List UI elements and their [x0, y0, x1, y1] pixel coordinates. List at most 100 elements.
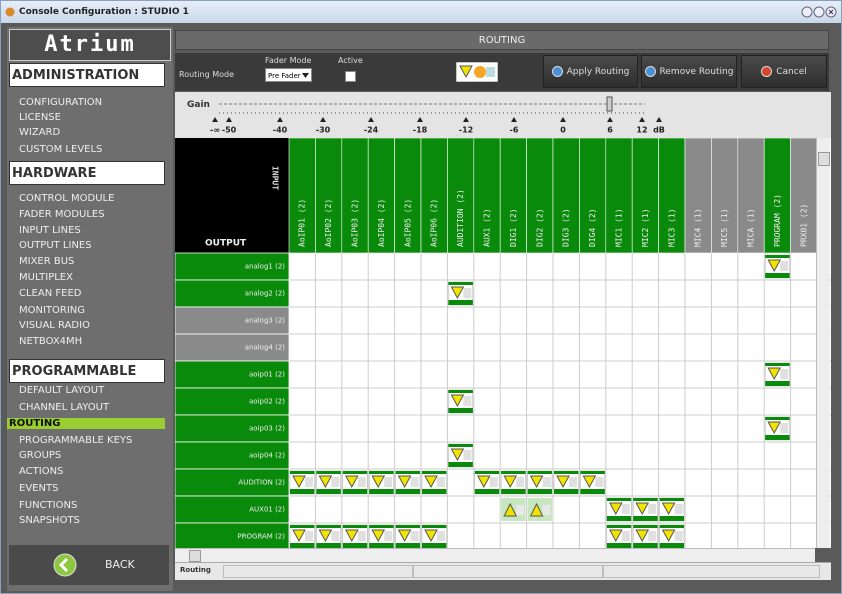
nav-item[interactable]: MONITORING	[19, 305, 86, 316]
toolbar-button[interactable]: Apply Routing	[543, 55, 638, 88]
nav-item[interactable]: NETBOX4MH	[19, 336, 83, 347]
column-header[interactable]	[473, 138, 501, 254]
cell-bar	[290, 543, 315, 548]
route-cell[interactable]	[527, 470, 553, 495]
route-block	[569, 477, 577, 487]
nav-item[interactable]: VISUAL RADIO	[19, 320, 90, 331]
route-cell[interactable]	[289, 524, 315, 548]
row-header[interactable]	[175, 333, 290, 362]
nav-item[interactable]: EVENTS	[19, 483, 59, 494]
fader-mode-dropdown[interactable]: Pre Fader	[265, 68, 312, 82]
route-cell[interactable]	[500, 470, 526, 495]
nav-item[interactable]: CHANNEL LAYOUT	[19, 402, 110, 413]
route-block	[384, 531, 393, 541]
row-header[interactable]	[175, 306, 290, 335]
route-cell[interactable]	[553, 470, 579, 495]
nav-item[interactable]: CONFIGURATION	[19, 97, 103, 108]
toolbar-button[interactable]: Remove Routing	[641, 55, 737, 88]
row-header[interactable]	[175, 495, 290, 524]
route-cell[interactable]	[580, 470, 606, 495]
route-cell[interactable]	[448, 389, 474, 414]
nav-item[interactable]: DEFAULT LAYOUT	[19, 385, 105, 396]
column-header[interactable]	[579, 138, 607, 254]
row-header[interactable]	[175, 522, 290, 548]
column-label: AoIP05 (2)	[403, 199, 412, 247]
gain-tick	[320, 117, 326, 122]
gain-slider[interactable]: -∞ -50 -40 -30 -24 -18 -12 -6 0 6 12 dB	[175, 92, 831, 138]
route-cell[interactable]	[474, 470, 500, 495]
nav-item[interactable]: FUNCTIONS	[19, 500, 78, 511]
row-header[interactable]	[175, 252, 290, 281]
toolbar-button[interactable]: Cancel	[741, 55, 827, 88]
column-header[interactable]	[447, 138, 475, 254]
column-header[interactable]	[658, 138, 686, 254]
column-header[interactable]	[605, 138, 633, 254]
column-header[interactable]	[394, 138, 422, 254]
column-header[interactable]	[526, 138, 554, 254]
route-cell[interactable]	[368, 470, 394, 495]
route-cell[interactable]	[289, 470, 315, 495]
route-cell[interactable]	[632, 497, 658, 522]
nav-item[interactable]: LICENSE	[19, 112, 61, 123]
column-header[interactable]	[790, 138, 818, 254]
window-controls[interactable]	[801, 5, 839, 19]
column-header[interactable]	[684, 138, 712, 254]
nav-item[interactable]: WIZARD	[19, 127, 61, 138]
nav-item[interactable]: INPUT LINES	[19, 225, 81, 236]
nav-item[interactable]: CLEAN FEED	[19, 288, 82, 299]
nav-item[interactable]: PROGRAMMABLE KEYS	[19, 435, 133, 446]
column-header[interactable]	[631, 138, 659, 254]
nav-item[interactable]: ACTIONS	[19, 466, 64, 477]
nav-item[interactable]: CUSTOM LEVELS	[19, 144, 103, 155]
route-cell[interactable]	[606, 524, 632, 548]
route-cell[interactable]	[448, 281, 474, 306]
back-button[interactable]: BACK	[9, 545, 169, 585]
route-state-icon[interactable]	[456, 62, 498, 82]
button-icon	[761, 66, 773, 77]
column-header[interactable]	[552, 138, 580, 254]
nav-item[interactable]: SNAPSHOTS	[19, 515, 80, 526]
route-cell[interactable]	[501, 498, 526, 521]
route-cell[interactable]	[659, 497, 685, 522]
column-label: AoIP01 (2)	[298, 199, 307, 247]
route-cell[interactable]	[632, 524, 658, 548]
route-cell[interactable]	[421, 470, 447, 495]
nav-item[interactable]: MULTIPLEX	[19, 272, 73, 283]
route-cell[interactable]	[395, 524, 421, 548]
route-cell[interactable]	[527, 498, 552, 521]
column-header[interactable]	[315, 138, 343, 254]
route-cell[interactable]	[316, 524, 342, 548]
column-header[interactable]	[737, 138, 765, 254]
nav-item[interactable]: OUTPUT LINES	[19, 240, 92, 251]
route-cell[interactable]	[659, 524, 685, 548]
route-icon	[371, 475, 386, 489]
row-header[interactable]	[175, 387, 290, 416]
route-cell[interactable]	[448, 443, 474, 468]
route-cell[interactable]	[606, 497, 632, 522]
column-header[interactable]	[711, 138, 739, 254]
route-cell[interactable]	[421, 524, 447, 548]
nav-item[interactable]: FADER MODULES	[19, 209, 105, 220]
row-header[interactable]	[175, 360, 290, 389]
cell-bar	[290, 525, 315, 528]
row-header[interactable]	[175, 441, 290, 470]
route-block	[516, 505, 525, 515]
route-cell[interactable]	[395, 470, 421, 495]
route-cell[interactable]	[342, 470, 368, 495]
column-header[interactable]	[499, 138, 527, 254]
nav-item[interactable]: MIXER BUS	[19, 256, 75, 267]
active-checkbox[interactable]	[345, 71, 356, 82]
horizontal-scrollbar[interactable]	[175, 548, 815, 562]
route-cell[interactable]	[368, 524, 394, 548]
column-header[interactable]	[288, 138, 316, 254]
route-cell[interactable]	[764, 362, 790, 387]
nav-item[interactable]: CONTROL MODULE	[19, 193, 115, 204]
vertical-scrollbar[interactable]	[816, 138, 830, 548]
route-cell[interactable]	[316, 470, 342, 495]
nav-item[interactable]: ROUTING	[7, 418, 165, 429]
nav-item[interactable]: GROUPS	[19, 450, 62, 461]
route-cell[interactable]	[342, 524, 368, 548]
column-header[interactable]	[367, 138, 395, 254]
route-cell[interactable]	[764, 416, 790, 441]
route-cell[interactable]	[764, 254, 790, 279]
